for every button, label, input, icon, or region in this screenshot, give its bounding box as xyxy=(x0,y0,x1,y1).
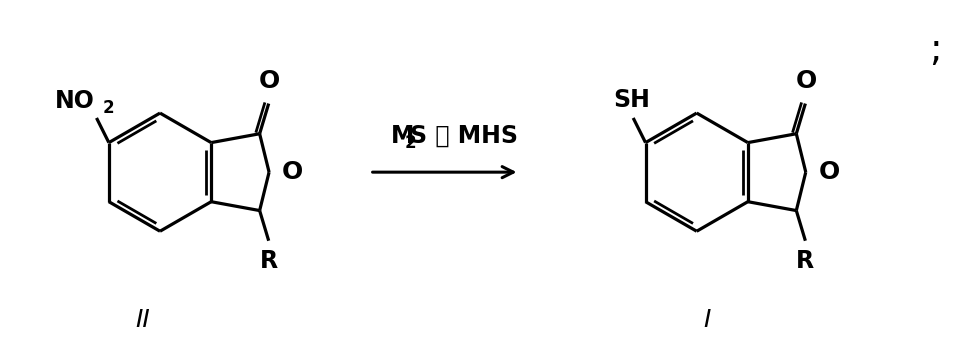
Text: SH: SH xyxy=(613,88,650,112)
Text: R: R xyxy=(259,249,278,273)
Text: O: O xyxy=(259,69,280,93)
Text: ;: ; xyxy=(928,33,941,69)
Text: R: R xyxy=(796,249,814,273)
Text: II: II xyxy=(135,308,150,332)
Text: O: O xyxy=(819,160,839,184)
Text: M: M xyxy=(391,123,414,147)
Text: O: O xyxy=(282,160,303,184)
Text: O: O xyxy=(796,69,817,93)
Text: 2: 2 xyxy=(404,134,416,153)
Text: NO: NO xyxy=(55,89,95,113)
Text: I: I xyxy=(703,308,710,332)
Text: 2: 2 xyxy=(103,99,114,117)
Text: S 或 MHS: S 或 MHS xyxy=(410,123,518,147)
